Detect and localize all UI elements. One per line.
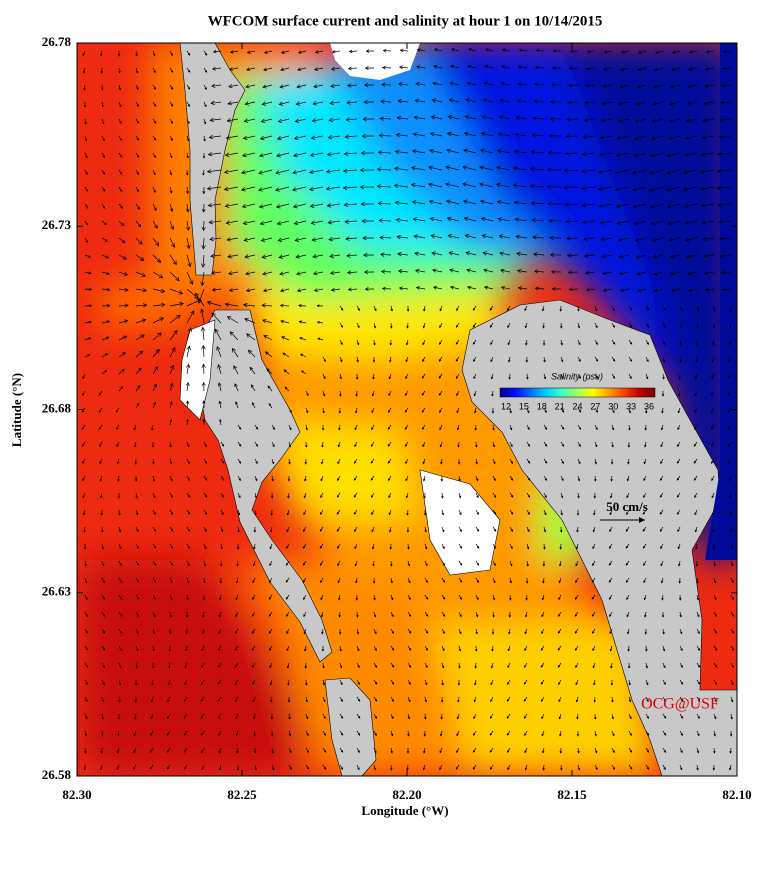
- colorbar-scale: [500, 388, 655, 397]
- colorbar-tick-label: 12: [501, 401, 511, 411]
- colorbar-tick-label: 33: [626, 401, 636, 411]
- y-tick-label: 26.58: [42, 767, 72, 782]
- y-tick-label: 26.78: [42, 34, 72, 49]
- colorbar-tick-label: 21: [555, 401, 565, 411]
- map: [77, 40, 740, 776]
- chart-title: WFCOM surface current and salinity at ho…: [208, 13, 603, 29]
- colorbar-tick-label: 30: [608, 401, 618, 411]
- x-tick-label: 82.30: [62, 787, 91, 802]
- x-tick-label: 82.25: [227, 787, 257, 802]
- x-axis-label: Longitude (°W): [361, 803, 448, 818]
- x-tick-label: 82.10: [722, 787, 751, 802]
- x-tick-label: 82.20: [392, 787, 421, 802]
- colorbar-title: Salinity (psu): [551, 371, 603, 381]
- y-tick-label: 26.63: [42, 584, 72, 599]
- colorbar-tick-label: 15: [519, 401, 529, 411]
- credit: OCG@USF: [641, 696, 719, 713]
- colorbar-tick-label: 18: [537, 401, 547, 411]
- x-tick-label: 82.15: [557, 787, 587, 802]
- y-tick-label: 26.68: [42, 400, 72, 415]
- colorbar-tick-label: 27: [590, 401, 600, 411]
- colorbar-tick-label: 24: [572, 401, 582, 411]
- y-axis-label: Latitude (°N): [9, 373, 24, 447]
- colorbar-tick-label: 36: [644, 401, 654, 411]
- y-tick-label: 26.73: [42, 217, 72, 232]
- vector-scale: 50 cm/s: [606, 499, 648, 514]
